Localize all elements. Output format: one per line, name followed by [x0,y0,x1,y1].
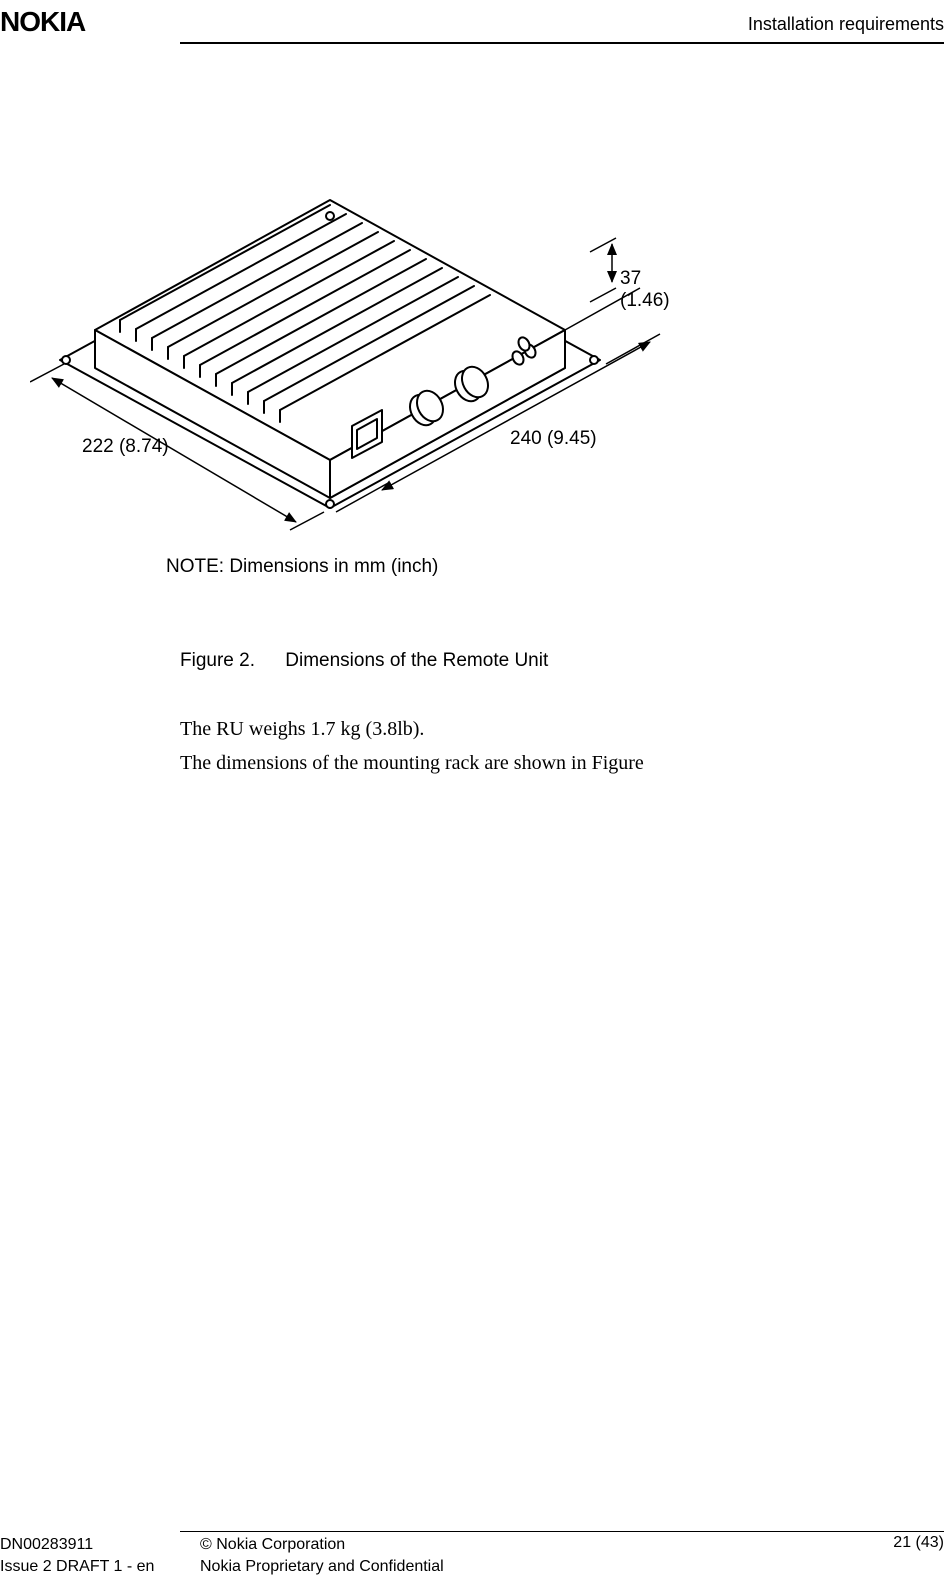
nokia-logo: NOKIA [0,6,85,38]
footer-rule [180,1531,944,1532]
doc-id: DN00283911 [0,1534,154,1556]
dimensions-diagram: 37 (1.46) 240 (9.45) 222 (8.74) [30,120,690,580]
figure-title: Dimensions of the Remote Unit [285,650,548,671]
doc-issue: Issue 2 DRAFT 1 - en [0,1556,154,1578]
section-title: Installation requirements [748,14,944,35]
dim-width-label: 222 (8.74) [82,436,169,458]
figure-caption: Figure 2. Dimensions of the Remote Unit [180,650,548,672]
header-rule [180,42,944,44]
confidential: Nokia Proprietary and Confidential [200,1556,444,1578]
dim-depth-label: 240 (9.45) [510,428,597,450]
footer-middle: © Nokia Corporation Nokia Proprietary an… [200,1534,444,1577]
remote-unit-svg [30,120,690,550]
body-paragraph-1: The RU weighs 1.7 kg (3.8lb). [180,718,424,741]
footer-left: DN00283911 Issue 2 DRAFT 1 - en [0,1534,154,1577]
figure-number: Figure 2. [180,650,280,672]
page-footer: DN00283911 Issue 2 DRAFT 1 - en © Nokia … [0,1534,944,1578]
dim-height-label: 37 (1.46) [620,268,690,312]
page-header: NOKIA Installation requirements [0,0,944,22]
copyright: © Nokia Corporation [200,1534,444,1556]
page-number: 21 (43) [893,1534,944,1552]
body-paragraph-2: The dimensions of the mounting rack are … [180,752,644,775]
dimensions-note: NOTE: Dimensions in mm (inch) [166,556,438,578]
